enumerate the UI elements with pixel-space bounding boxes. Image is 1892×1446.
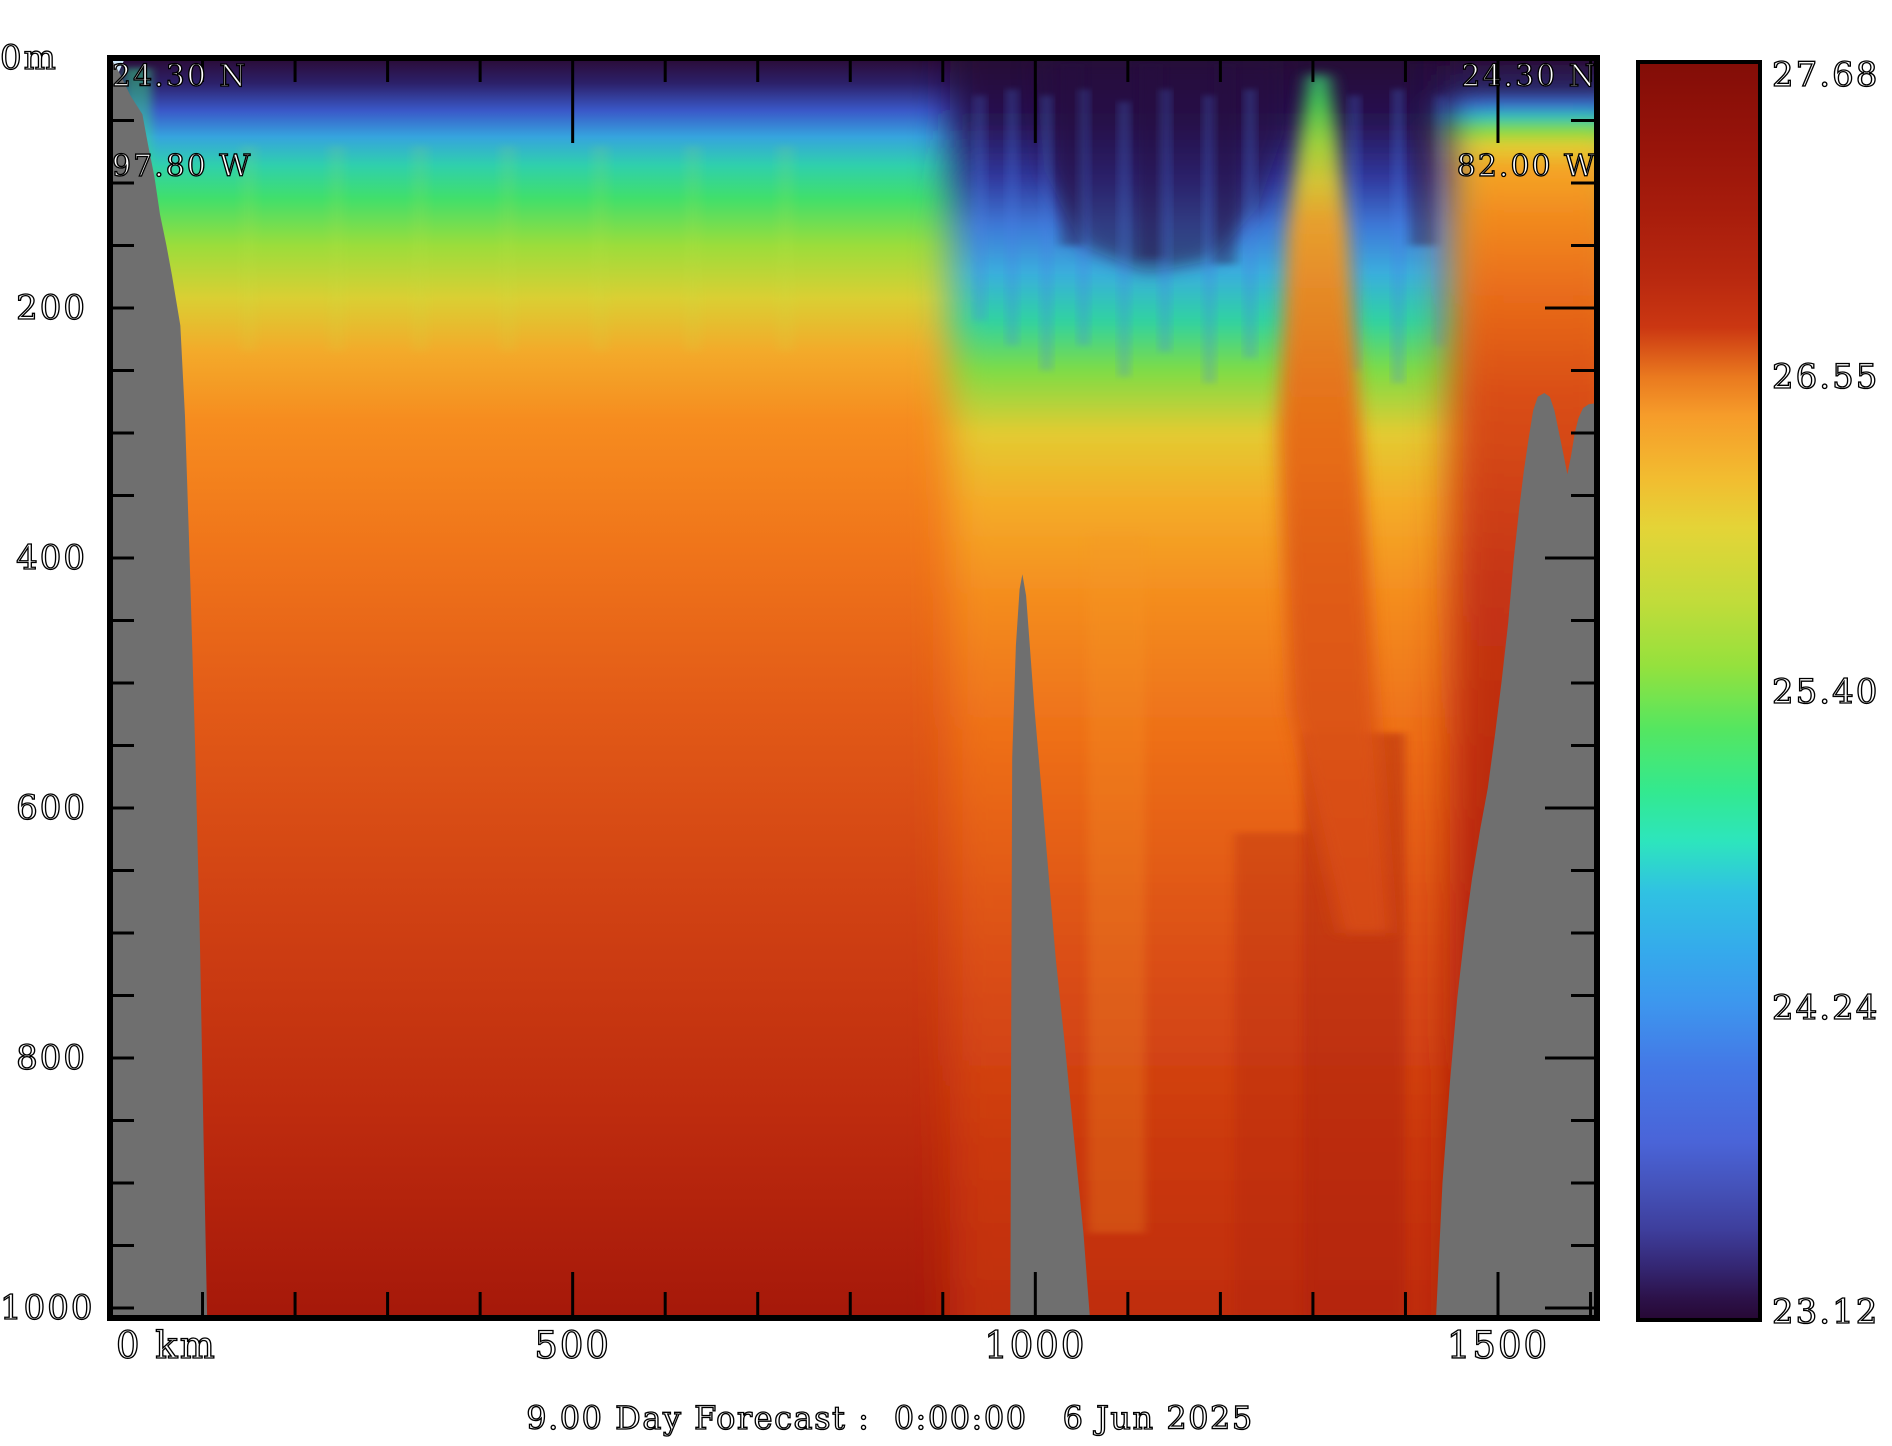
bathymetry [110,58,1597,1318]
left-endpoint-coordinates: 24.30 N 97.80 W [111,2,253,242]
caption: 9.00 Day Forecast : 0:00:00 6 Jun 2025 [526,1399,1254,1437]
density-field [110,58,1597,1318]
colorbar-gradient [1640,64,1758,1318]
axis-frame [107,55,1600,1321]
left-endpoint-lon: 97.80 W [111,149,253,184]
bathymetry-east-bank [1435,393,1597,1318]
right-endpoint-lon: 82.00 W [1456,149,1597,184]
colorbar [1636,60,1762,1322]
right-endpoint-lat: 24.30 N [1461,59,1597,94]
left-endpoint-lat: 24.30 N [111,59,248,94]
bathymetry-mid-ridge [1010,574,1090,1318]
bathymetry-left-slope [110,58,208,1318]
right-endpoint-coordinates: 24.30 N 82.00 W [1240,2,1597,242]
